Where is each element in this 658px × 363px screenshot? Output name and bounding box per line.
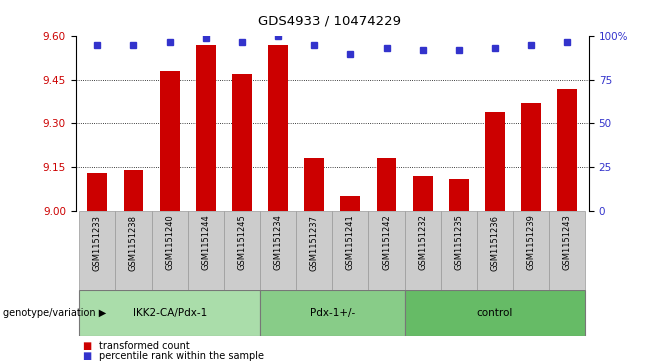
Bar — [477, 211, 513, 290]
Bar — [151, 211, 188, 290]
Bar — [557, 89, 577, 211]
Bar — [513, 211, 549, 290]
Text: GSM1151241: GSM1151241 — [346, 215, 355, 270]
Bar — [88, 173, 107, 211]
Bar — [232, 74, 252, 211]
Text: GSM1151232: GSM1151232 — [418, 215, 427, 270]
Bar — [79, 290, 260, 336]
Bar — [449, 179, 468, 211]
Bar — [405, 290, 586, 336]
Bar — [413, 176, 432, 211]
Bar — [196, 45, 216, 211]
Bar — [160, 71, 180, 211]
Text: percentile rank within the sample: percentile rank within the sample — [99, 351, 264, 361]
Text: GSM1151243: GSM1151243 — [563, 215, 572, 270]
Text: GSM1151242: GSM1151242 — [382, 215, 391, 270]
Text: GSM1151234: GSM1151234 — [274, 215, 282, 270]
Text: ■: ■ — [82, 351, 91, 361]
Bar — [268, 45, 288, 211]
Text: Pdx-1+/-: Pdx-1+/- — [310, 308, 355, 318]
Text: GSM1151238: GSM1151238 — [129, 215, 138, 270]
Text: GSM1151245: GSM1151245 — [238, 215, 247, 270]
Text: GSM1151236: GSM1151236 — [490, 215, 499, 270]
Bar — [368, 211, 405, 290]
Bar — [224, 211, 260, 290]
Text: GSM1151237: GSM1151237 — [310, 215, 318, 270]
Text: GSM1151235: GSM1151235 — [454, 215, 463, 270]
Text: transformed count: transformed count — [99, 341, 190, 351]
Bar — [124, 170, 143, 211]
Text: GSM1151239: GSM1151239 — [526, 215, 536, 270]
Text: ■: ■ — [82, 341, 91, 351]
Bar — [188, 211, 224, 290]
Bar — [79, 211, 115, 290]
Text: IKK2-CA/Pdx-1: IKK2-CA/Pdx-1 — [132, 308, 207, 318]
Bar — [521, 103, 541, 211]
Bar — [376, 158, 396, 211]
Bar — [441, 211, 477, 290]
Bar — [340, 196, 361, 211]
Text: GSM1151244: GSM1151244 — [201, 215, 211, 270]
Bar — [296, 211, 332, 290]
Bar — [549, 211, 586, 290]
Text: GDS4933 / 10474229: GDS4933 / 10474229 — [257, 15, 401, 28]
Bar — [260, 211, 296, 290]
Bar — [304, 158, 324, 211]
Bar — [115, 211, 151, 290]
Text: control: control — [477, 308, 513, 318]
Text: GSM1151240: GSM1151240 — [165, 215, 174, 270]
Text: GSM1151233: GSM1151233 — [93, 215, 102, 270]
Text: genotype/variation ▶: genotype/variation ▶ — [3, 308, 107, 318]
Bar — [485, 112, 505, 211]
Bar — [332, 211, 368, 290]
Bar — [260, 290, 405, 336]
Bar — [405, 211, 441, 290]
